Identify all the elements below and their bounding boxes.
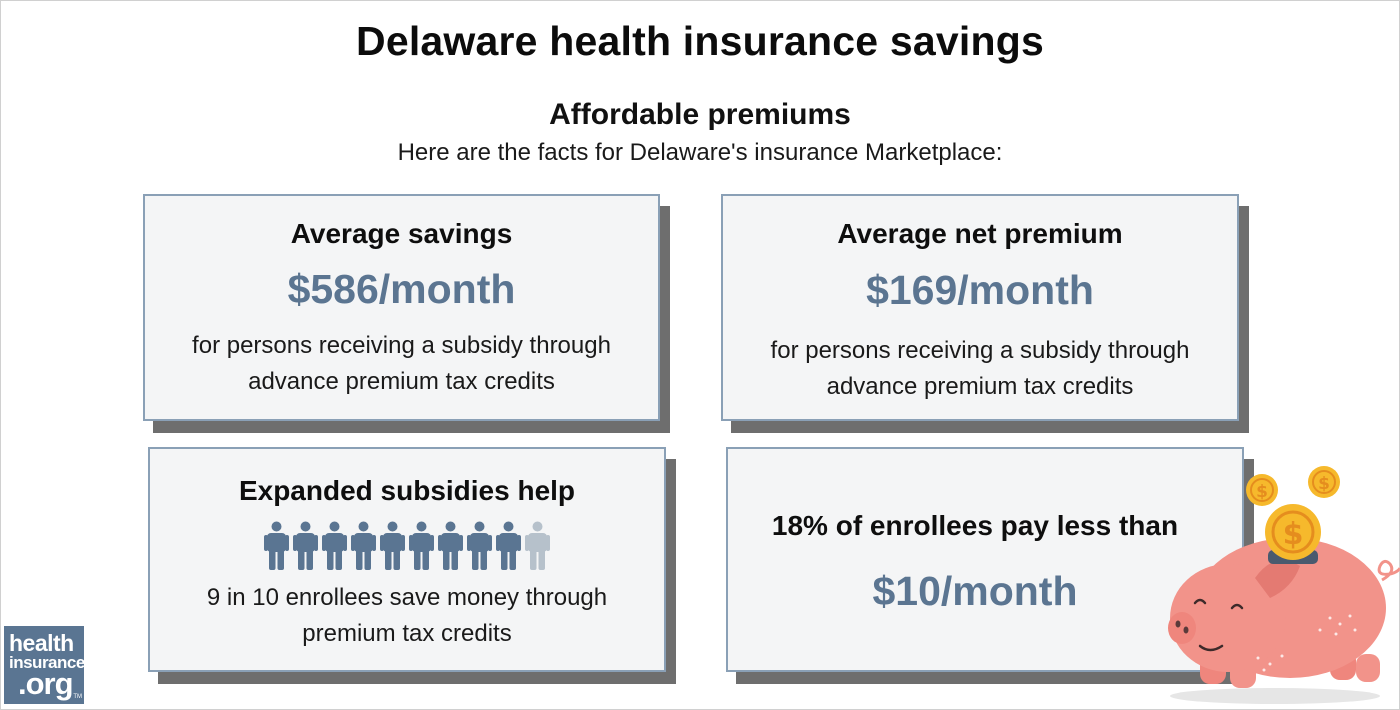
card-value: $169/month [866, 267, 1094, 313]
intro-text: Here are the facts for Delaware's insura… [397, 139, 1003, 166]
card-description-line2: advance premium tax credits [826, 373, 1134, 400]
logo-trademark: TM [73, 694, 82, 700]
pig-mouth [1198, 644, 1224, 652]
logo-line2: insurance [9, 653, 85, 672]
person-icon [293, 521, 318, 570]
logo-line1: health [9, 630, 74, 656]
healthinsurance-org-logo: health insurance .org TM [4, 626, 85, 704]
dollar-coin-icon: $ [1246, 474, 1278, 506]
card-description-line2: premium tax credits [302, 620, 512, 647]
card-title: Expanded subsidies help [238, 475, 576, 506]
person-icon [467, 521, 492, 570]
piggy-bank-icon: $ $ $ [1168, 466, 1400, 704]
card-title: Average savings [290, 218, 513, 249]
card-description-line1: for persons receiving a subsidy through [192, 332, 611, 359]
card-value: $586/month [287, 266, 516, 312]
expanded-subsidies-card: Expanded subsidies help 9 in 10 enrollee… [148, 447, 666, 672]
card-description-line2: advance premium tax credits [248, 368, 555, 395]
person-icon [351, 521, 376, 570]
svg-text:$: $ [1256, 482, 1268, 502]
people-icon-row [150, 521, 664, 571]
pig-tail [1377, 559, 1400, 582]
page-subtitle: Affordable premiums [549, 98, 851, 131]
svg-text:$: $ [1283, 517, 1304, 552]
pig-head [1170, 564, 1286, 672]
pig-eye [1193, 598, 1207, 605]
person-icon [264, 521, 289, 570]
card-description-line1: for persons receiving a subsidy through [770, 337, 1190, 364]
low-premium-card: 18% of enrollees pay less than $10/month [726, 447, 1244, 672]
card-description-line1: 9 in 10 enrollees save money through [206, 584, 608, 611]
shadow [1170, 688, 1380, 704]
pig-spots [1256, 614, 1357, 672]
average-savings-card: Average savings $586/month for persons r… [143, 194, 660, 421]
person-icon [525, 521, 550, 570]
person-icon [438, 521, 463, 570]
dollar-coin-icon: $ [1265, 504, 1321, 560]
card-value: $10/month [872, 568, 1078, 614]
page-title: Delaware health insurance savings [356, 18, 1044, 64]
person-icon [322, 521, 347, 570]
average-net-premium-card: Average net premium $169/month for perso… [721, 194, 1239, 421]
person-icon [409, 521, 434, 570]
card-title: 18% of enrollees pay less than [771, 510, 1179, 541]
card-title: Average net premium [837, 218, 1123, 249]
logo-line3: .org [18, 666, 74, 701]
person-icon [380, 521, 405, 570]
pig-snout [1168, 612, 1196, 644]
pig-ear [1255, 560, 1300, 598]
pig-eye [1230, 603, 1244, 610]
svg-text:$: $ [1318, 474, 1330, 494]
dollar-coin-icon: $ [1308, 466, 1340, 498]
person-icon [496, 521, 521, 570]
